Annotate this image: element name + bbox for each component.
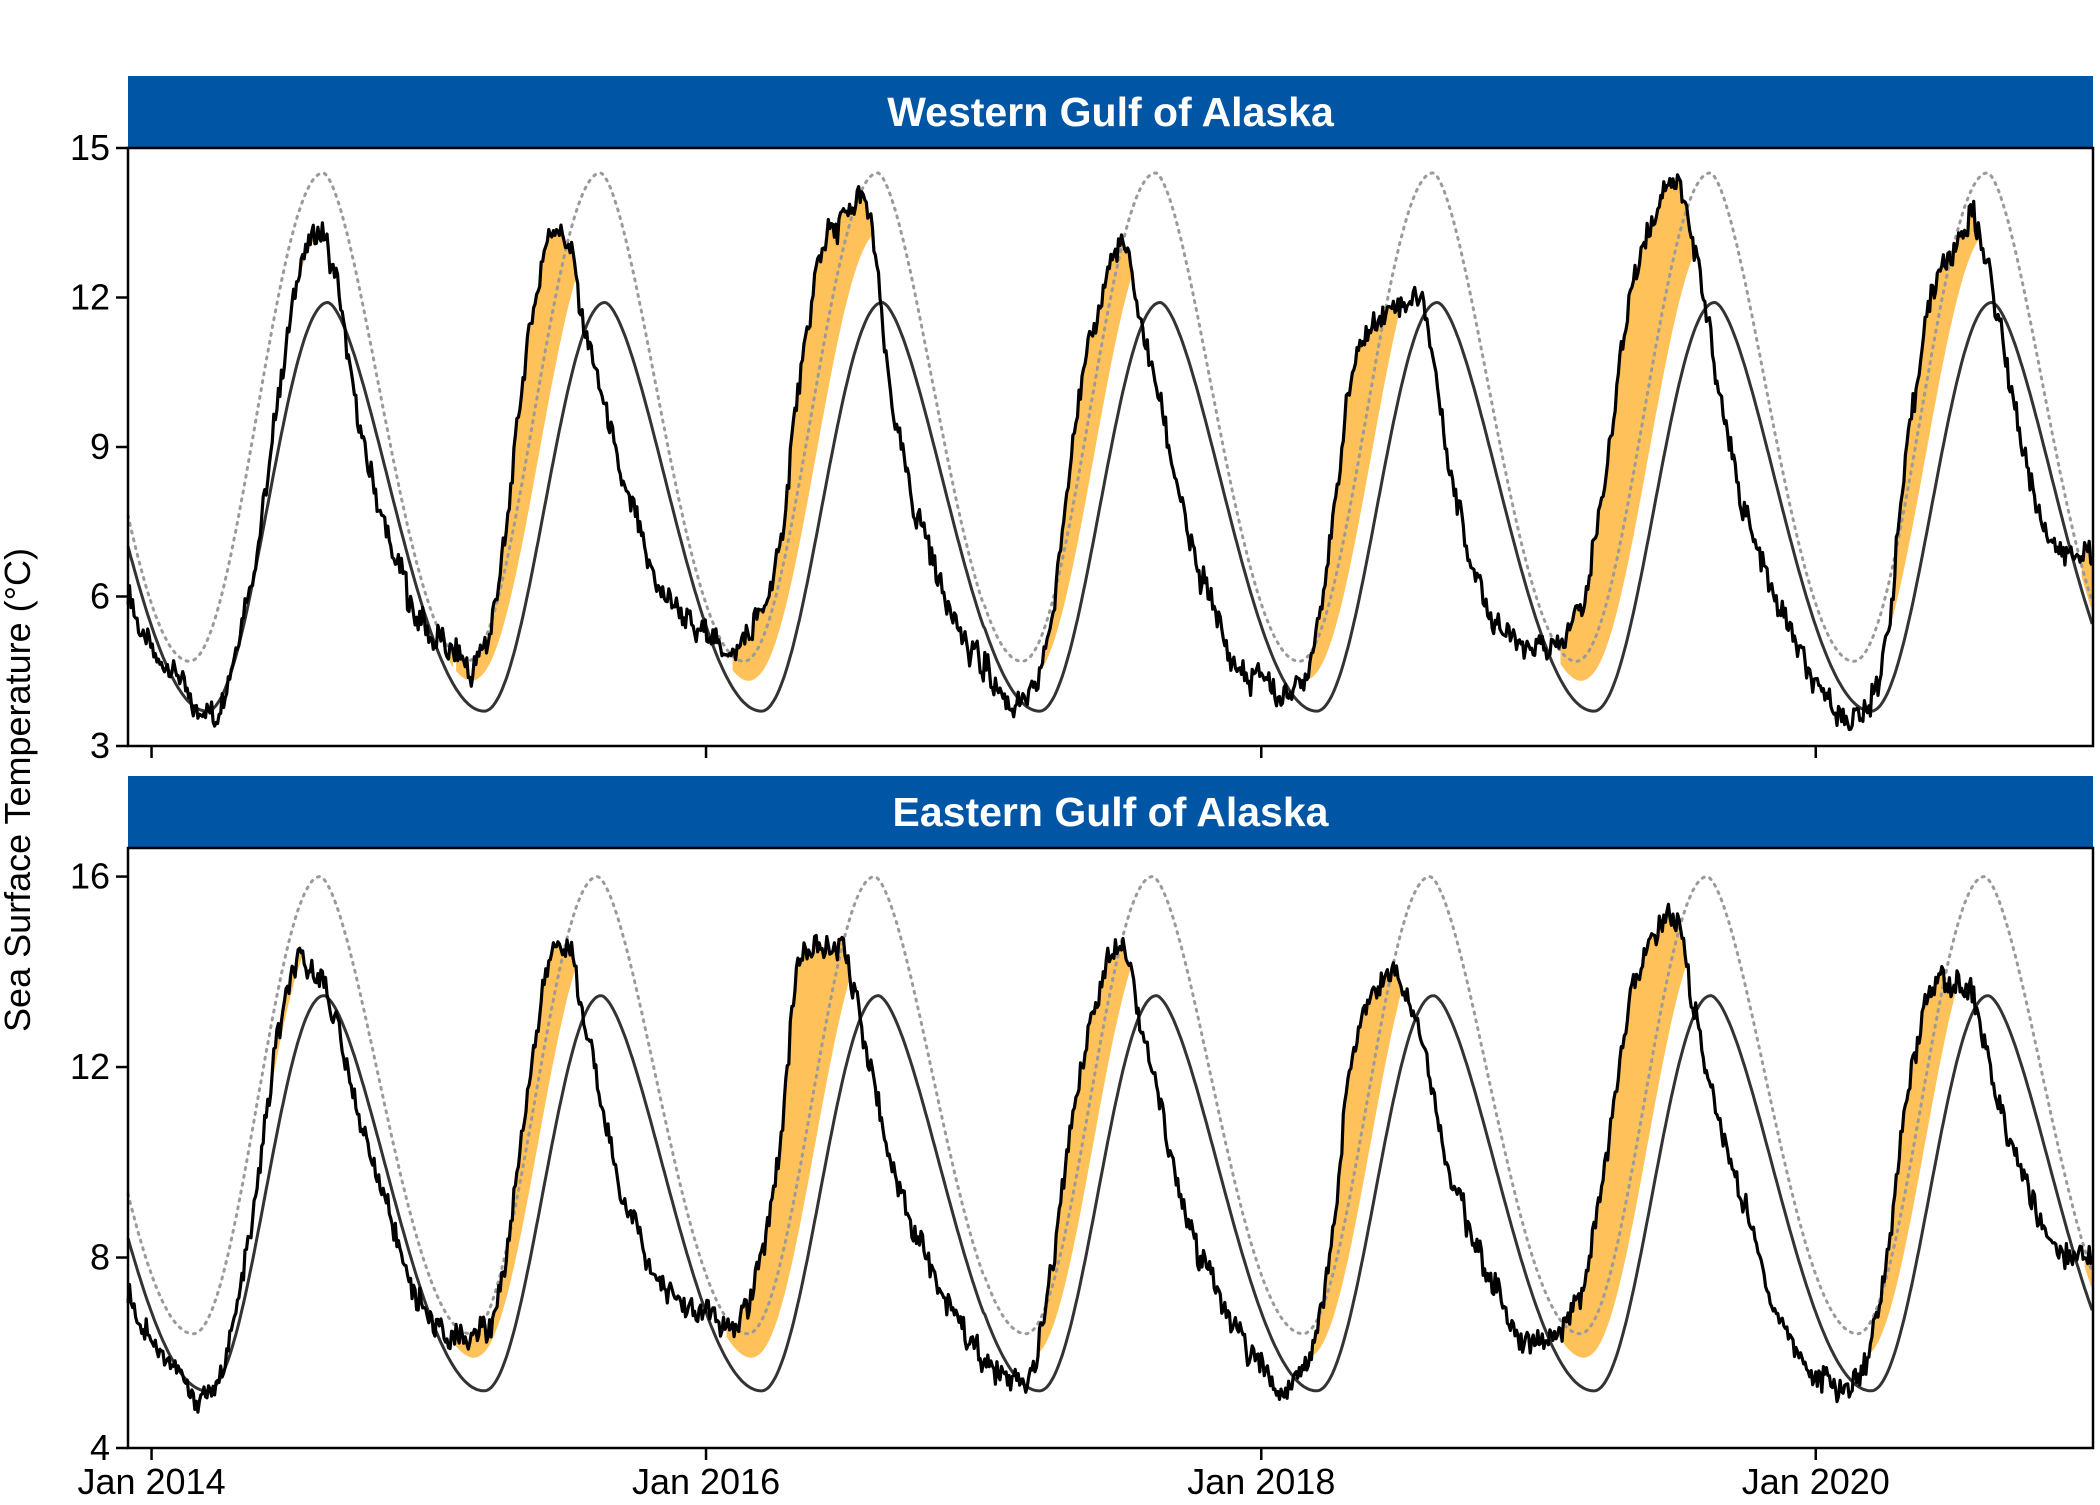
panel-eastern: Eastern Gulf of Alaska 4 8 12 16 Jan 2014 Jan … <box>70 776 2095 1502</box>
threshold-line <box>126 875 2094 1336</box>
x-tick-label: Jan 2018 <box>1187 1461 1335 1500</box>
observed-sst-line <box>126 173 2094 732</box>
strip-title: Eastern Gulf of Alaska <box>893 789 1330 835</box>
x-tick-label: Jan 2014 <box>77 1461 225 1500</box>
strip-header <box>128 76 2093 148</box>
y-tick-label: 3 <box>90 725 110 766</box>
y-tick-label: 15 <box>70 127 110 168</box>
y-tick-label: 4 <box>90 1427 110 1468</box>
heatwave-fill <box>1870 966 1959 1353</box>
heatwave-fill <box>1563 904 1686 1358</box>
y-tick-label: 9 <box>90 426 110 467</box>
y-tick-label: 16 <box>70 856 110 897</box>
heatwave-fill <box>732 186 873 681</box>
heatwave-fill <box>1560 174 1693 681</box>
climatology-line <box>126 300 2094 713</box>
y-tick-label: 6 <box>90 576 110 617</box>
x-tick-label: Jan 2016 <box>632 1461 780 1500</box>
y-tick-label: 12 <box>70 1046 110 1087</box>
heatwave-fill <box>272 948 303 1082</box>
x-tick-label: Jan 2020 <box>1742 1461 1890 1500</box>
heatwave-fill <box>472 225 577 681</box>
strip-title: Western Gulf of Alaska <box>887 89 1335 135</box>
climatology-line <box>126 994 2094 1393</box>
panel-western: Western Gulf of Alaska 3 6 9 12 15 <box>70 76 2095 766</box>
heatwave-fill <box>1039 234 1133 673</box>
heatwave-fill <box>1884 201 1980 646</box>
observed-sst-line <box>126 902 2094 1414</box>
heatwave-fill <box>726 935 850 1358</box>
strip-header <box>128 776 2093 848</box>
heatwave-fill <box>456 940 577 1358</box>
y-tick-label: 12 <box>70 277 110 318</box>
panel-frame <box>126 846 2095 1450</box>
y-tick-label: 8 <box>90 1237 110 1278</box>
threshold-line <box>126 171 2094 663</box>
heatwave-fill-group <box>292 174 2093 681</box>
y-axis-title: Sea Surface Temperature (°C) <box>0 548 38 1032</box>
heatwave-fill <box>2084 1246 2093 1290</box>
heatwave-fill <box>1039 938 1131 1353</box>
